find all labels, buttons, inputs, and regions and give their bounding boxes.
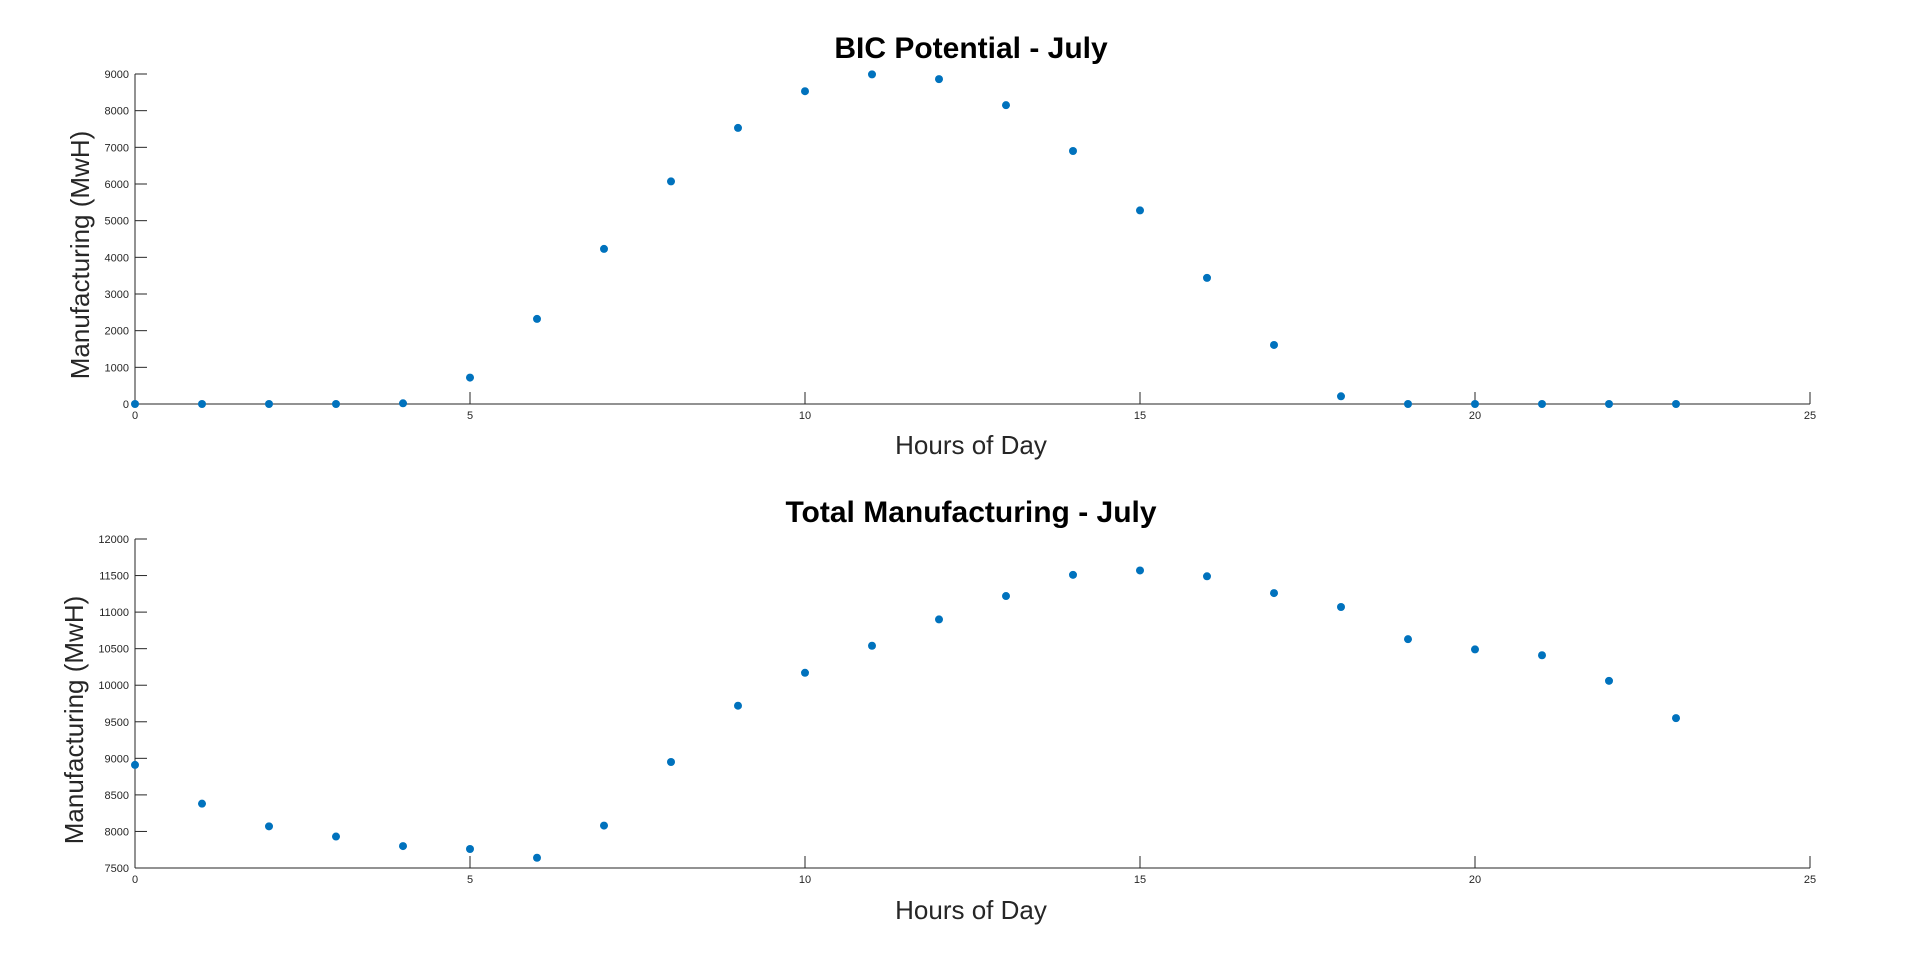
data-point	[1471, 400, 1479, 408]
data-point	[667, 177, 675, 186]
y-tick-label: 8500	[105, 790, 129, 802]
data-point	[1069, 570, 1077, 579]
data-point	[1404, 400, 1412, 408]
data-point	[1605, 400, 1613, 408]
y-tick-label: 8000	[105, 106, 129, 118]
y-tick-label: 3000	[105, 289, 129, 301]
x-tick-label: 0	[132, 410, 138, 422]
data-point	[935, 75, 943, 84]
y-tick-label: 8000	[105, 826, 129, 838]
data-point	[533, 853, 541, 862]
y-tick-label: 7500	[105, 863, 129, 875]
y-axis-label: Manufacturing (MwH)	[65, 131, 95, 380]
y-tick-label: 9000	[105, 69, 129, 81]
x-axis-label: Hours of Day	[895, 895, 1047, 925]
x-tick-label: 20	[1469, 410, 1481, 422]
data-point	[265, 400, 273, 408]
data-point	[1270, 340, 1278, 349]
x-tick-label: 25	[1804, 410, 1816, 422]
data-point	[466, 373, 474, 382]
y-tick-label: 5000	[105, 216, 129, 228]
x-tick-label: 15	[1134, 410, 1146, 422]
y-tick-label: 11000	[99, 607, 129, 619]
chart-title: Total Manufacturing - July	[785, 496, 1156, 529]
data-point	[265, 822, 273, 831]
data-point	[131, 400, 139, 408]
y-tick-label: 9000	[105, 753, 129, 765]
y-tick-label: 10500	[98, 644, 129, 656]
y-tick-label: 2000	[105, 326, 129, 338]
data-point	[1672, 400, 1680, 408]
data-point	[1404, 635, 1412, 644]
data-point	[600, 821, 608, 830]
data-point	[198, 799, 206, 808]
x-tick-label: 5	[467, 874, 473, 886]
data-point	[734, 123, 742, 132]
data-point	[1538, 400, 1546, 408]
data-point	[1605, 676, 1613, 685]
axis-ticks: 0 5 10 15 20 25 7500 8000 8500 9000 9500 10000 10500…	[98, 534, 1816, 886]
x-tick-label: 10	[799, 874, 811, 886]
data-points	[131, 70, 1680, 408]
y-tick-label: 10000	[98, 680, 129, 692]
data-point	[667, 757, 675, 766]
data-point	[466, 844, 474, 853]
x-tick-label: 20	[1469, 874, 1481, 886]
data-point	[868, 641, 876, 650]
data-point	[198, 400, 206, 408]
data-point	[1002, 101, 1010, 110]
y-tick-label: 0	[123, 399, 129, 411]
data-point	[1672, 714, 1680, 723]
data-point	[868, 70, 876, 79]
data-point	[399, 842, 407, 851]
bic-potential-chart: BIC Potential - July 0 5 10 15 20 25 0 1000 2000…	[65, 32, 1816, 460]
y-axis-label: Manufacturing (MwH)	[59, 596, 89, 845]
data-point	[1136, 566, 1144, 575]
y-tick-label: 6000	[105, 179, 129, 191]
total-manufacturing-chart: Total Manufacturing - July 0 5 10 15 20 25 750…	[59, 496, 1816, 925]
data-point	[1337, 392, 1345, 401]
data-point	[600, 244, 608, 253]
y-tick-label: 7000	[105, 142, 129, 154]
data-point	[1538, 651, 1546, 660]
data-point	[1203, 572, 1211, 581]
data-point	[332, 832, 340, 841]
data-point	[734, 701, 742, 710]
data-point	[533, 314, 541, 323]
data-point	[801, 87, 809, 96]
x-tick-label: 25	[1804, 874, 1816, 886]
data-point	[1471, 645, 1479, 654]
y-tick-label: 4000	[105, 252, 129, 264]
data-point	[801, 668, 809, 677]
data-point	[131, 760, 139, 769]
data-point	[1270, 589, 1278, 598]
data-point	[1069, 147, 1077, 155]
data-point	[332, 400, 340, 408]
data-point	[1203, 273, 1211, 282]
y-tick-label: 1000	[105, 362, 129, 374]
data-point	[1002, 592, 1010, 601]
x-tick-label: 0	[132, 874, 138, 886]
y-tick-label: 9500	[105, 717, 129, 729]
data-point	[1337, 602, 1345, 611]
axis-ticks: 0 5 10 15 20 25 0 1000 2000 3000 4000 5000 6000 7000 8…	[105, 69, 1817, 422]
data-point	[935, 615, 943, 624]
data-points	[131, 566, 1680, 862]
x-tick-label: 10	[799, 410, 811, 422]
x-axis-label: Hours of Day	[895, 430, 1047, 460]
x-tick-label: 15	[1134, 874, 1146, 886]
y-tick-label: 11500	[99, 571, 129, 583]
data-point	[399, 399, 407, 408]
y-tick-label: 12000	[98, 534, 129, 546]
x-tick-label: 5	[467, 410, 473, 422]
data-point	[1136, 206, 1144, 215]
chart-title: BIC Potential - July	[834, 32, 1108, 65]
